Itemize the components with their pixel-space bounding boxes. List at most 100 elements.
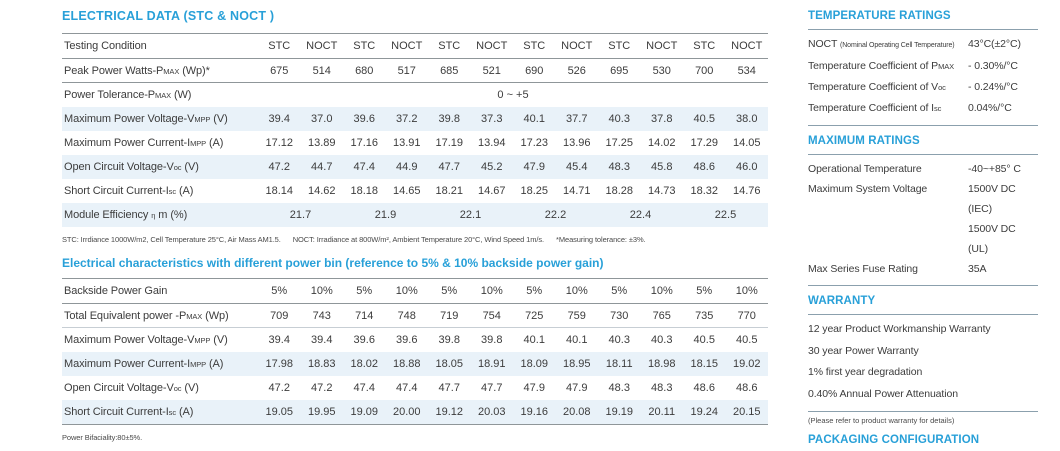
value-cell: 685 [440,64,459,77]
packaging-section: PACKAGING CONFIGURATION Modules per box:… [808,434,1038,451]
column-header-label: Testing Condition [64,40,147,52]
value-cell: 690 [525,64,544,77]
value-cell: 22.2 [544,209,567,221]
value-cell: 17.98 [265,358,294,370]
value-cell: 18.18 [350,185,379,197]
warranty-lines: 12 year Product Workmanship Warranty 30 y… [808,319,1038,405]
column-header: NOCT [306,40,338,52]
value-cell: 530 [652,64,671,77]
value-cell: 521 [482,64,501,77]
spec-label: Temperature Coefficient of Isc [808,102,942,114]
column-header: 10% [565,285,588,297]
electrical-data-title: ELECTRICAL DATA (STC & NOCT ) [62,9,275,23]
row-label: Module Efficiency η m (%) [64,209,188,221]
column-header: NOCT [476,40,508,52]
value-cell: 14.73 [647,185,676,197]
table-row: Open Circuit Voltage-Voc (V) 47.2 44.7 47.4… [62,155,768,179]
row-label: Maximum Power Current-IMPP (A) [64,137,224,149]
value-cell: 45.4 [566,161,588,173]
value-cell: 39.6 [353,113,375,125]
column-header: NOCT [391,40,423,52]
value-cell: 21.7 [289,209,312,221]
value-cell: 44.9 [396,161,418,173]
spec-value: 43°C(±2°C) [968,38,1021,50]
column-header: STC [268,40,291,52]
value-cell: 17.16 [350,137,379,149]
temperature-ratings-title: TEMPERATURE RATINGS [808,10,951,22]
table-row: Maximum Power Voltage-VMPP (V) 39.4 37.0 39… [62,107,768,131]
table-row: Maximum Power Voltage-VMPP (V) 39.4 39.4 39… [62,328,768,352]
value-cell: 47.7 [481,382,503,394]
spec-value: 0.04%/°C [968,102,1012,114]
value-cell: 47.9 [523,161,545,173]
value-cell: 17.19 [435,137,464,149]
value-cell: 700 [695,64,714,77]
column-header: STC [353,40,376,52]
spec-row: Temperature Coefficient of Isc 0.04%/°C [808,98,1038,119]
footnote-noct: NOCT: Irradiance at 800W/m², Ambient Tem… [292,235,545,244]
column-header: 10% [395,285,418,297]
value-cell: 37.8 [651,113,673,125]
column-header: 5% [441,285,458,297]
value-cell: 40.1 [523,113,545,125]
spec-value: - 0.24%/°C [968,81,1018,93]
value-cell: 765 [652,309,671,322]
table-row: Short Circuit Current-Isc (A) 19.05 19.95 1… [62,400,768,424]
value-cell: 770 [737,309,756,322]
value-cell: 21.9 [374,209,397,221]
value-cell: 18.21 [435,185,464,197]
value-cell: 48.6 [693,382,715,394]
value-cell: 14.67 [477,185,506,197]
temperature-ratings-rows: NOCT (Nominal Operating Cell Temperature… [808,34,1038,119]
value-cell: 18.83 [307,358,336,370]
value-cell: 19.16 [520,406,549,418]
column-header: 10% [650,285,673,297]
value-cell: 13.96 [562,137,591,149]
spec-value-line: 1500V DC (IEC) [968,183,1016,215]
table-row: Total Equivalent power -PMAX (Wp) 709 743 7… [62,304,768,328]
table-row: Power Tolerance-PMAX (W) 0 ~ +5 [62,83,768,107]
column-header: STC [438,40,461,52]
divider [808,29,1038,30]
maximum-ratings-title: MAXIMUM RATINGS [808,135,920,147]
value-cell: 18.11 [605,358,633,370]
value-cell: 40.1 [523,334,545,346]
footnote-stc: STC: Irrdiance 1000W/m2, Cell Temperatur… [62,235,281,244]
spec-row: Temperature Coefficient of Voc - 0.24%/°C [808,77,1038,98]
divider [808,285,1038,286]
value-cell: 725 [525,309,544,322]
spec-row: Maximum System Voltage 1500V DC (IEC) 1500… [808,179,1038,259]
column-header: STC [523,40,546,52]
value-cell: 18.88 [392,358,421,370]
value-cell: 39.6 [396,334,418,346]
value-cell: 0 ~ +5 [497,89,529,101]
value-cell: 534 [737,64,756,77]
value-cell: 526 [567,64,586,77]
column-header: 10% [735,285,758,297]
stc-noct-footnote: STC: Irrdiance 1000W/m2, Cell Temperatur… [62,235,768,244]
packaging-title: PACKAGING CONFIGURATION [808,434,980,446]
table-row: Peak Power Watts-PMAX (Wp)* 675 514 680 517 6… [62,59,768,83]
value-cell: 748 [397,309,416,322]
value-cell: 754 [482,309,501,322]
spec-value-line: -40~+85° C [968,163,1021,175]
spec-label: Max Series Fuse Rating [808,263,918,275]
spec-label: Temperature Coefficient of Voc [808,81,946,93]
table-row: Maximum Power Current-IMPP (A) 17.12 13.89… [62,131,768,155]
column-header: 5% [356,285,373,297]
value-cell: 19.09 [350,406,379,418]
column-header: 5% [526,285,543,297]
value-cell: 18.91 [477,358,506,370]
value-cell: 19.24 [690,406,719,418]
value-cell: 37.3 [481,113,503,125]
value-cell: 13.94 [477,137,506,149]
table-header-row: Testing Condition STC NOCT STC NOCT STC NOCT ST… [62,34,768,59]
value-cell: 19.05 [265,406,294,418]
spec-value-line: 35A [968,263,987,275]
warranty-note: (Please refer to product warranty for de… [808,416,955,425]
spec-label: Maximum System Voltage [808,183,928,195]
value-cell: 44.7 [311,161,333,173]
row-label: Maximum Power Current-IMPP (A) [64,358,224,370]
value-cell: 18.15 [690,358,719,370]
value-cell: 40.3 [608,334,630,346]
